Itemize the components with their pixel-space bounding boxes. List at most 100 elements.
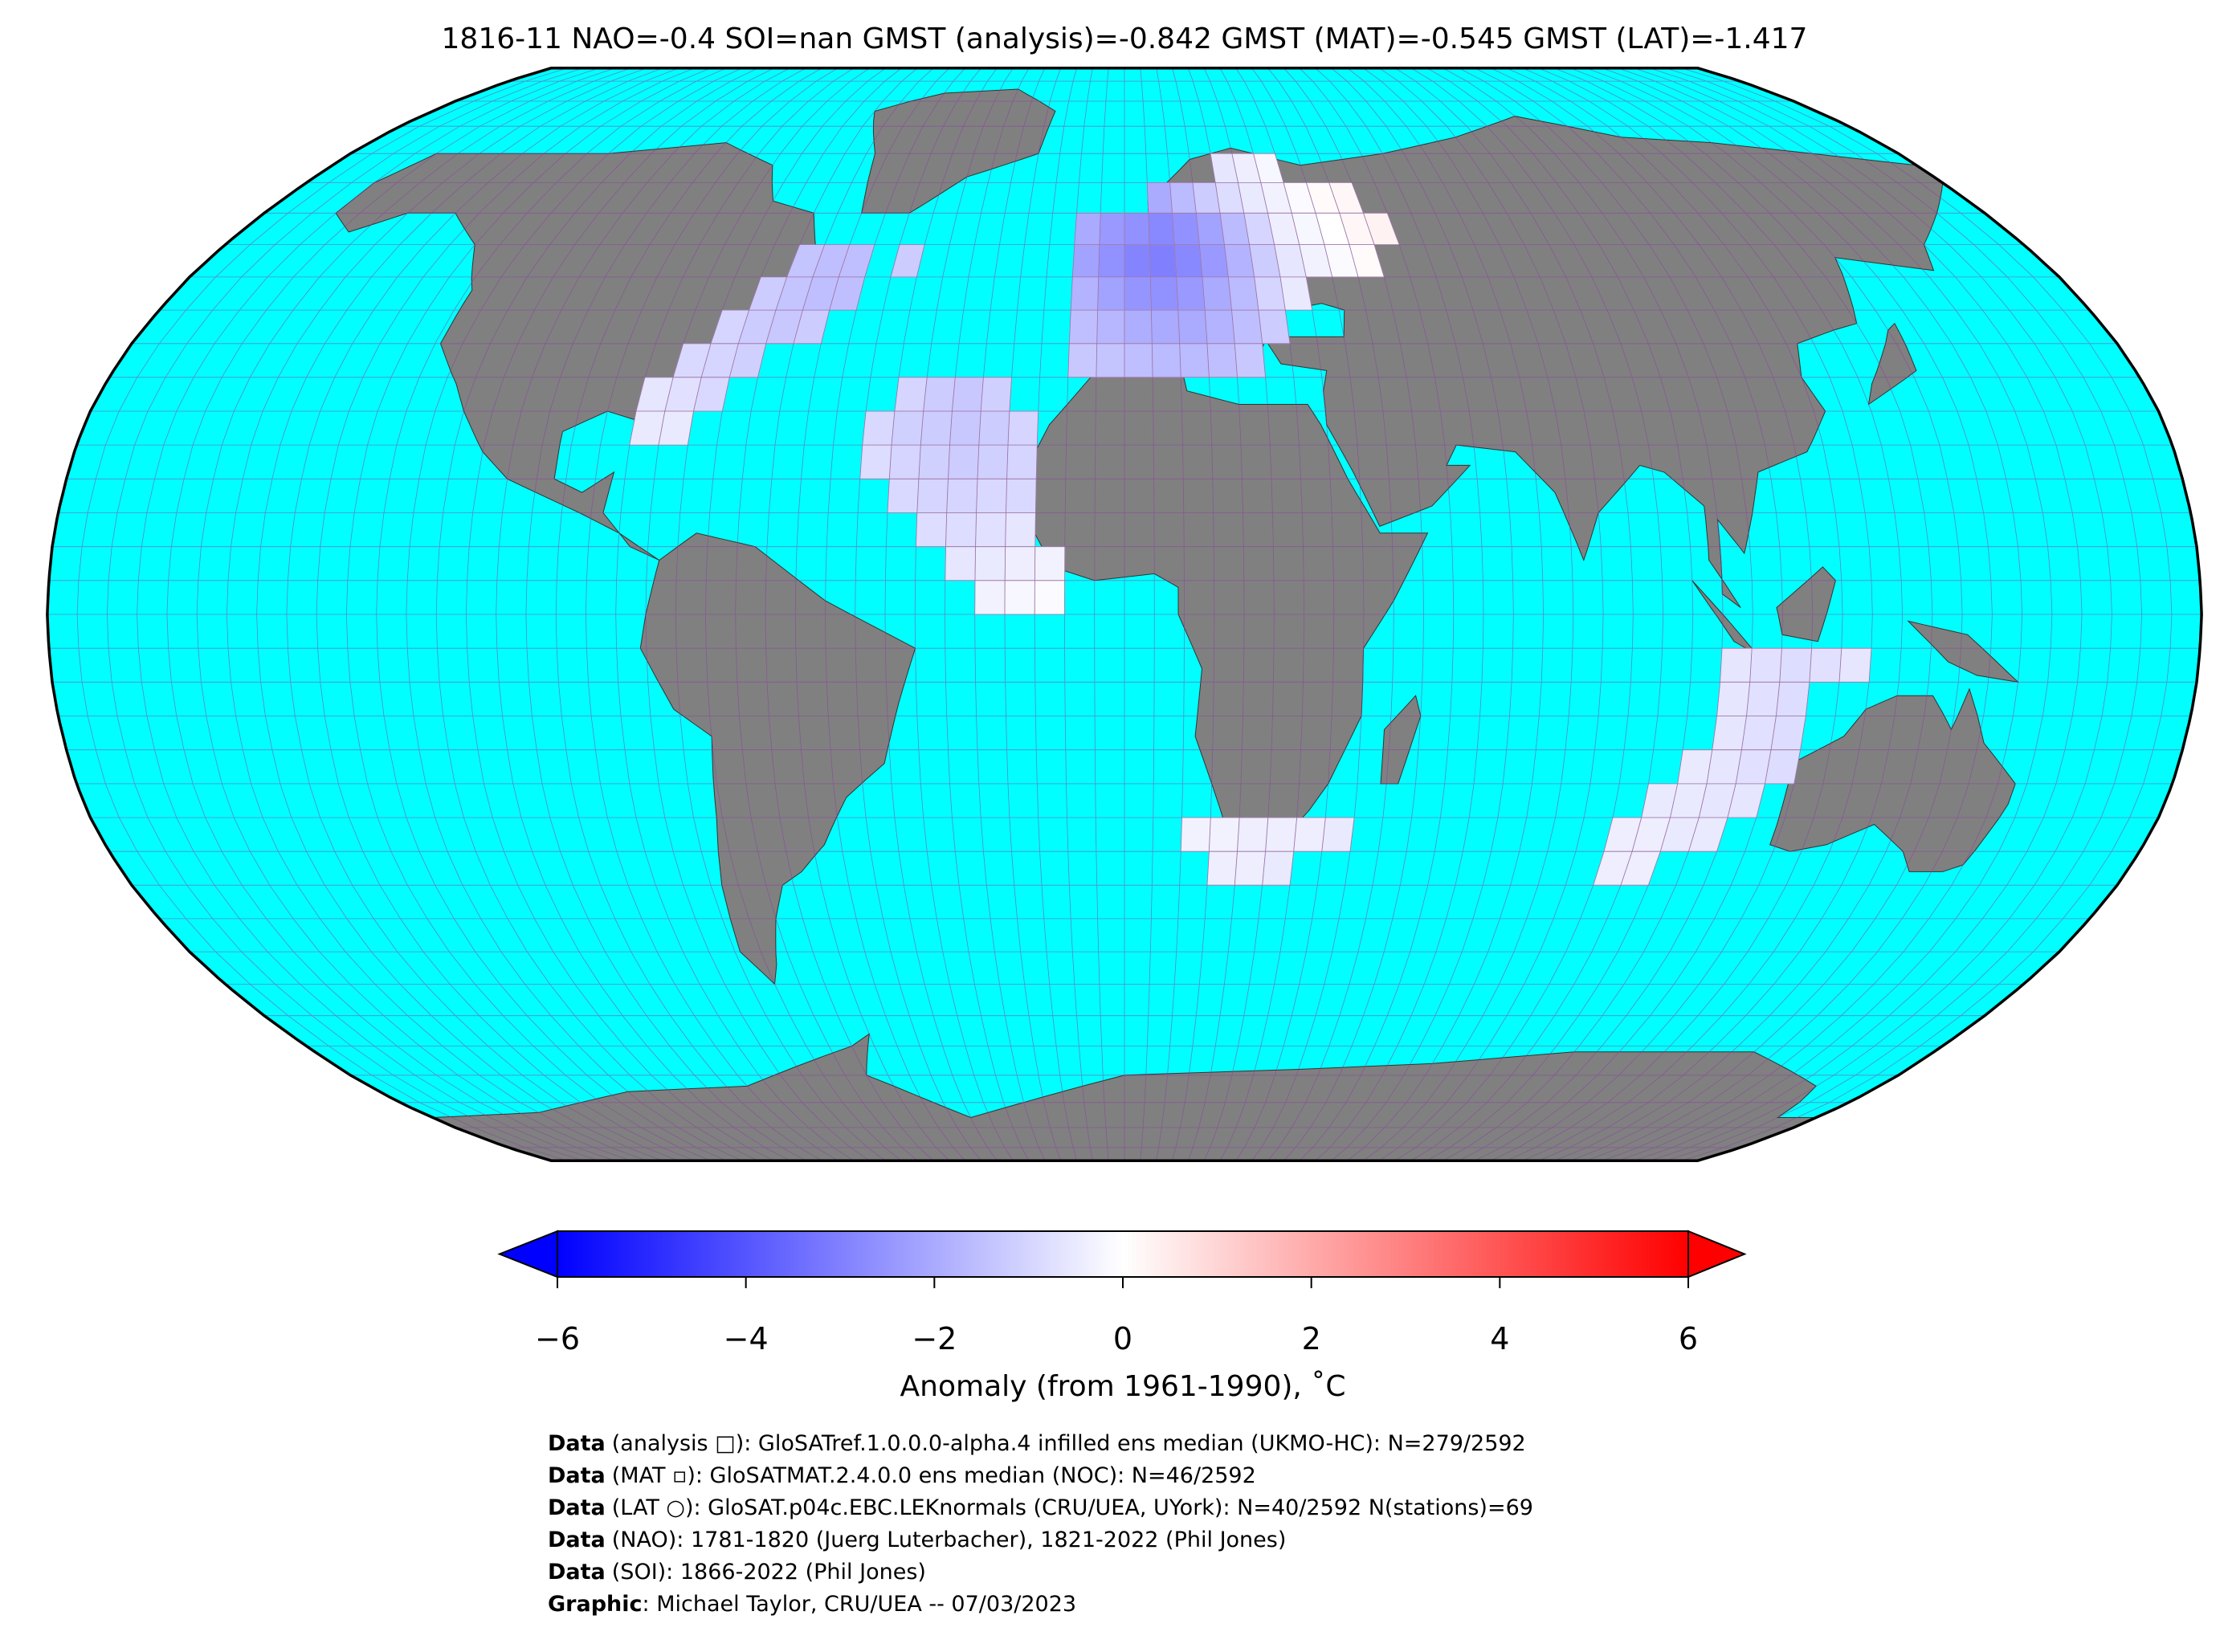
grid-cell: [1234, 850, 1267, 886]
grid-cell: [1838, 647, 1872, 683]
grid-cell: [1227, 276, 1259, 311]
grid-cell: [1150, 309, 1181, 345]
colorbar-body: [557, 1230, 1689, 1278]
grid-cell: [1067, 343, 1098, 378]
grid-cell: [1097, 276, 1125, 311]
credit-label: Data: [548, 1495, 606, 1520]
credit-text: : Michael Taylor, CRU/UEA -- 07/03/2023: [643, 1592, 1077, 1617]
credit-line: Graphic: Michael Taylor, CRU/UEA -- 07/0…: [548, 1592, 1076, 1617]
map: [46, 67, 2203, 1162]
colorbar-extend-high: [1687, 1230, 1747, 1279]
grid-cell: [1206, 343, 1238, 378]
grid-cell: [862, 410, 896, 446]
grid-cell: [1770, 716, 1806, 751]
colorbar-tick-label: −4: [724, 1321, 769, 1356]
grid-cell: [920, 410, 953, 446]
grid-cell: [1005, 512, 1036, 548]
grid-cell: [887, 478, 920, 513]
grid-cell: [980, 377, 1012, 412]
credits: Data (analysis □): GloSATref.1.0.0.0-alph…: [548, 1431, 1533, 1617]
grid-cell: [1004, 546, 1036, 581]
grid-cell: [1149, 276, 1179, 311]
grid-cell: [1071, 244, 1100, 278]
grid-cell: [974, 580, 1006, 615]
grid-cell: [1716, 681, 1751, 716]
grid-cell: [1149, 244, 1177, 278]
grid-cell: [1034, 546, 1066, 581]
grid-cell: [945, 512, 977, 548]
map-inner: [47, 67, 2202, 1161]
colorbar-tick-label: 6: [1679, 1321, 1698, 1356]
grid-cell: [1749, 647, 1782, 683]
grid-cell: [1124, 244, 1151, 278]
grid-cell: [976, 478, 1008, 513]
grid-cell: [1293, 817, 1326, 852]
colorbar-tick-label: 2: [1302, 1321, 1321, 1356]
grid-cell: [1746, 681, 1781, 716]
grid-cell: [1321, 817, 1355, 852]
grid-cell: [1124, 212, 1150, 245]
grid-cell: [1258, 309, 1291, 345]
grid-cell: [888, 444, 921, 479]
land: [1691, 580, 1758, 656]
colorbar: −6 −4 −2 0 2 4 6 Anomaly (from 1961-1990), ˚C: [497, 1230, 1747, 1403]
colorbar-tick-label: −6: [535, 1321, 580, 1356]
credit-label: Graphic: [548, 1592, 643, 1617]
grid-cell: [1740, 716, 1777, 751]
grid-cell: [1254, 276, 1286, 311]
credit-label: Data: [548, 1463, 606, 1488]
credit-label: Data: [548, 1528, 606, 1552]
grid-cell: [1124, 309, 1153, 345]
credit-text: (MAT ▫): GloSATMAT.2.4.0.0 ens median (N…: [612, 1463, 1256, 1488]
grid-cell: [945, 546, 977, 581]
grid-cell: [977, 444, 1009, 479]
grid-cell: [1004, 580, 1035, 615]
credit-line: Data (LAT ○): GloSAT.p04c.EBC.LEKnormals …: [548, 1495, 1533, 1520]
colorbar-extend-low: [497, 1230, 558, 1279]
grid-cell: [975, 512, 1006, 548]
grid-cell: [1146, 182, 1173, 214]
grid-cell: [1179, 343, 1210, 378]
grid-cell: [1204, 309, 1235, 345]
credit-text: (LAT ○): GloSAT.p04c.EBC.LEKnormals (CRU…: [612, 1495, 1533, 1520]
chart-title: 1816-11 NAO=-0.4 SOI=nan GMST (analysis)…: [442, 22, 1808, 55]
grid-cell: [1712, 716, 1747, 751]
grid-cell: [1074, 212, 1101, 245]
grid-cell: [916, 478, 949, 513]
grid-cell: [1202, 276, 1232, 311]
grid-cell: [1034, 580, 1065, 615]
grid-cell: [951, 377, 984, 412]
grid-cell: [1098, 244, 1125, 278]
credit-text: (SOI): 1866-2022 (Phil Jones): [612, 1560, 926, 1585]
grid-cell: [1173, 244, 1203, 278]
grid-cell: [894, 377, 928, 412]
grid-cell: [1096, 343, 1125, 378]
grid-cell: [1237, 817, 1269, 852]
graticule: [47, 67, 2202, 1161]
map-border: [46, 67, 2203, 1162]
colorbar-tick-label: 0: [1113, 1321, 1132, 1356]
grid-cell: [1169, 182, 1197, 214]
grid-cell: [1070, 276, 1100, 311]
land: [639, 532, 916, 985]
grid-cell: [1195, 212, 1225, 245]
grid-cell: [1068, 309, 1099, 345]
land: [1776, 566, 1836, 642]
grid-cell: [1231, 309, 1263, 345]
grid-cell: [1206, 850, 1238, 886]
grid-cell: [1177, 309, 1208, 345]
grid-cell: [1720, 647, 1753, 683]
grid-cell: [948, 444, 980, 479]
grid-cell: [1148, 212, 1175, 245]
grid-cell: [1779, 647, 1813, 683]
grid-cell: [974, 546, 1006, 581]
grid-cell: [891, 410, 924, 446]
colorbar-tick-label: 4: [1490, 1321, 1509, 1356]
grid-cell: [1006, 478, 1037, 513]
grid-cell: [1198, 244, 1229, 278]
grid-cell: [1124, 276, 1152, 311]
credit-label: Data: [548, 1560, 606, 1585]
grid-cell: [1262, 850, 1295, 886]
